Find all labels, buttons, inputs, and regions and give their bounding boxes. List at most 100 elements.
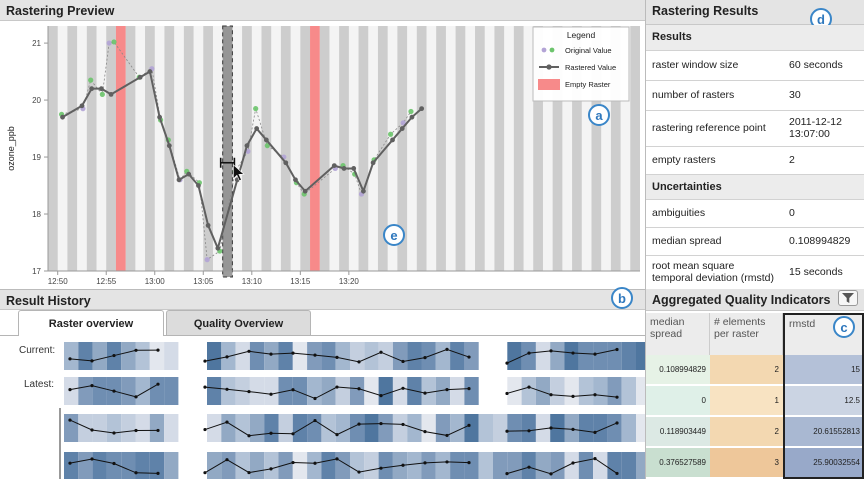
rastering-preview-chart[interactable]: 17 18 19 20 21 12:50 12:55 13:00 13:05 13:10 13:15… (0, 21, 645, 289)
results-table: Results raster window size 60 seconds num… (646, 25, 864, 290)
filter-button[interactable] (838, 290, 858, 306)
history-sparkline-point (247, 389, 251, 394)
history-raster-cell (564, 377, 579, 405)
history-raster-cell (364, 452, 379, 479)
history-sparkline-point (401, 386, 405, 390)
tab-label: Quality Overview (193, 317, 284, 330)
aqi-cell-rmstd: 12.5 (783, 386, 864, 416)
history-raster-cell (478, 414, 493, 442)
history-raster-cell (235, 452, 250, 479)
aqi-col-elements[interactable]: # elements per raster (710, 313, 783, 355)
tab-quality-overview[interactable]: Quality Overview (166, 310, 311, 336)
history-label-latest: Latest: (24, 379, 55, 390)
history-raster-cell (149, 414, 165, 442)
history-raster-cell (207, 452, 222, 479)
original-point (387, 131, 394, 137)
result-value: 2 (783, 146, 864, 175)
original-point (106, 40, 112, 46)
history-raster-cell (493, 414, 508, 442)
aqi-cell-median-spread: 0.118903449 (646, 417, 710, 447)
history-raster-cell (407, 452, 422, 479)
x-tick-label: 12:55 (96, 277, 117, 286)
history-raster-cell (92, 414, 107, 442)
history-sparkline-point (467, 355, 471, 359)
rastered-point (79, 103, 85, 109)
aqi-header: Aggregated Quality Indicators (646, 289, 864, 311)
history-raster-cell (249, 342, 265, 370)
raster-band (494, 26, 505, 271)
history-raster-cell (321, 342, 336, 370)
history-raster-cell (535, 414, 551, 442)
history-sparkline-point (225, 420, 229, 424)
history-raster-cell (264, 342, 279, 370)
history-raster-cell (621, 452, 636, 479)
history-raster-cell (535, 452, 551, 479)
history-strips[interactable] (0, 336, 645, 479)
history-sparkline-point (313, 461, 317, 465)
raster-band (455, 26, 466, 271)
uncertainty-label: root mean square temporal deviation (rms… (646, 255, 783, 290)
rastered-point (98, 86, 104, 92)
history-sparkline-point (505, 472, 509, 476)
rastered-point (361, 188, 366, 194)
history-raster-cell (392, 342, 408, 370)
history-sparkline-point (134, 471, 138, 475)
history-sparkline-point (423, 430, 427, 434)
history-raster-cell (164, 342, 179, 370)
raster-band (358, 26, 369, 271)
history-raster-cell (364, 377, 379, 405)
history-raster-cell (578, 377, 594, 405)
aqi-cell-median-spread: 0.376527589 (646, 448, 710, 478)
uncertainty-label: ambiguities (646, 199, 783, 228)
history-raster-cell (464, 414, 479, 442)
history-sparkline-point (156, 471, 160, 475)
raster-band (630, 26, 640, 271)
rastered-point (196, 183, 201, 188)
history-raster-cell (578, 414, 594, 442)
raster-band (106, 26, 116, 271)
history-raster-cell (335, 452, 350, 479)
history-raster-cell (521, 452, 536, 479)
history-sparkline-point (527, 465, 531, 469)
tab-label: Raster overview (48, 317, 134, 330)
history-sparkline-point (549, 426, 553, 430)
history-raster-cell (378, 452, 393, 479)
history-raster-cell (207, 414, 222, 442)
history-sparkline-point (90, 457, 94, 461)
history-header: Result History (0, 289, 645, 310)
history-sparkline-point (313, 353, 317, 357)
original-point (204, 257, 210, 263)
tab-raster-overview[interactable]: Raster overview (18, 310, 164, 336)
history-sparkline-point (445, 460, 449, 464)
callout-c: c (833, 316, 855, 338)
history-sparkline-point (313, 396, 317, 401)
results-section-label: Results (646, 25, 864, 51)
history-raster-cell (378, 414, 393, 442)
history-sparkline-point (269, 352, 273, 356)
history-sparkline-point (549, 472, 553, 476)
legend-rastered-point-icon (546, 64, 552, 70)
history-raster-cell (264, 377, 279, 405)
history-raster-cell (264, 414, 279, 442)
history-raster-cell (435, 452, 451, 479)
history-sparkline-point (112, 389, 116, 393)
aqi-cell-elements: 2 (710, 417, 783, 447)
history-raster-cell (64, 452, 79, 479)
raster-band (591, 26, 602, 271)
filter-icon (842, 293, 854, 303)
history-sparkline (506, 386, 618, 398)
history-sparkline-point (423, 356, 427, 360)
legend-item-original: Original Value (565, 46, 612, 55)
history-raster-cell (235, 342, 250, 370)
raster-band (203, 26, 213, 271)
history-sparkline-point (225, 355, 229, 359)
history-raster-cell (207, 342, 222, 370)
history-raster-cell (593, 414, 608, 442)
history-sparkline-point (335, 385, 339, 389)
history-sparkline-point (90, 359, 94, 363)
aqi-col-median-spread[interactable]: median spread (646, 313, 710, 355)
aqi-cell-median-spread: 0 (646, 386, 710, 416)
history-raster-cell (350, 414, 365, 442)
rastering-results-panel: Rastering Results d Results raster windo… (645, 0, 864, 290)
result-label: rastering reference point (646, 110, 783, 147)
